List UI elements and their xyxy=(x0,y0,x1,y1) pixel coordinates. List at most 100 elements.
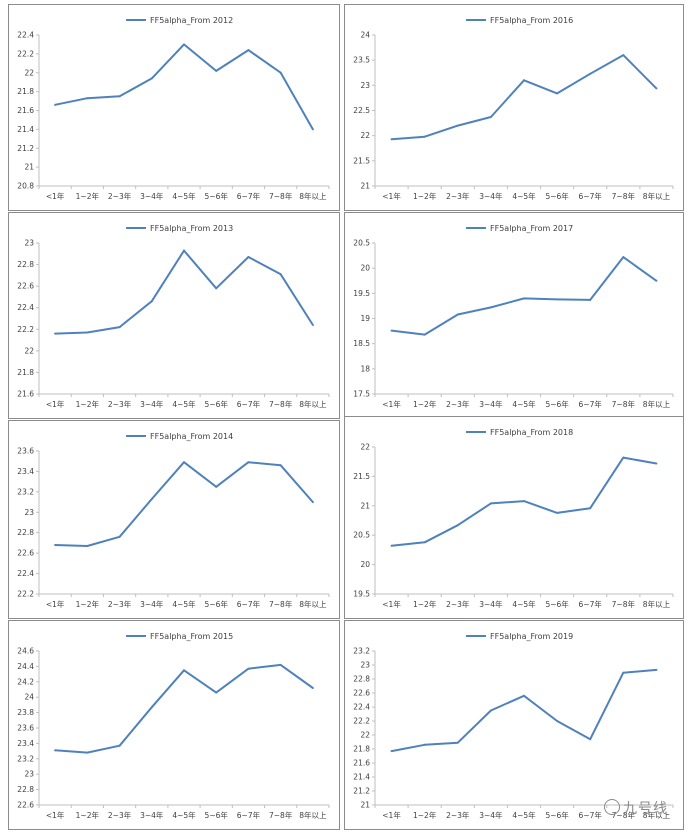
y-tick-label: 21 xyxy=(360,801,370,810)
data-point xyxy=(622,456,625,459)
y-tick-label: 22.6 xyxy=(17,549,34,558)
y-tick-label: 22.4 xyxy=(17,31,34,40)
chart-panel-2014: FF5alpha_From 2014 22.2 22.4 22.6 22.8 23 23.2… xyxy=(8,420,340,619)
data-point xyxy=(622,671,625,674)
data-point xyxy=(423,743,426,746)
x-tick-label: 8年以上 xyxy=(299,810,327,820)
legend: FF5alpha_From 2019 xyxy=(466,632,573,641)
data-point xyxy=(118,744,121,747)
data-point xyxy=(589,298,592,301)
y-tick-label: 21.5 xyxy=(353,156,370,165)
data-point xyxy=(247,256,250,259)
data-point xyxy=(279,71,282,74)
y-tick-label: 23 xyxy=(24,508,34,517)
y-tick-label: 23.6 xyxy=(17,724,34,733)
x-tick-label: 7~8年 xyxy=(269,599,293,609)
data-point xyxy=(215,485,218,488)
y-tick-label: 22.2 xyxy=(17,325,34,334)
y-tick-label: 22.2 xyxy=(17,49,34,58)
y-tick-label: 22 xyxy=(360,731,370,740)
y-tick-label: 19 xyxy=(360,314,370,323)
x-tick-label: 6~7年 xyxy=(579,810,603,820)
y-tick-label: 22.6 xyxy=(17,801,34,810)
y-tick-label: 20.5 xyxy=(353,239,370,248)
data-point xyxy=(183,669,185,672)
data-point xyxy=(489,502,492,505)
data-point xyxy=(523,79,525,82)
x-tick-label: 5~6年 xyxy=(545,399,569,409)
x-tick-label: 4~5年 xyxy=(512,399,536,409)
data-point xyxy=(556,720,559,722)
x-tick-label: 6~7年 xyxy=(237,810,261,820)
x-tick-label: 7~8年 xyxy=(269,810,293,820)
y-tick-label: 22 xyxy=(360,131,370,140)
y-tick-label: 23 xyxy=(24,770,34,779)
x-tick-label: 1~2年 xyxy=(76,191,100,201)
data-point xyxy=(247,667,250,670)
y-tick-label: 21.5 xyxy=(353,472,370,481)
y-tick-label: 24.2 xyxy=(17,677,34,686)
x-tick-label: 8年以上 xyxy=(299,191,327,201)
data-point xyxy=(247,461,250,464)
y-tick-label: 23.6 xyxy=(17,447,34,456)
x-tick-label: 2~3年 xyxy=(108,810,132,820)
x-tick-label: 8年以上 xyxy=(643,191,671,201)
x-tick-label: 3~4年 xyxy=(479,599,503,609)
x-tick-label: 8年以上 xyxy=(299,399,327,409)
data-point xyxy=(54,749,57,752)
x-tick-label: 5~6年 xyxy=(205,399,229,409)
chart-panel-2012: FF5alpha_From 2012 20.8 21 21.2 21.4 21.6 21.8… xyxy=(8,4,340,211)
x-tick-label: 8年以上 xyxy=(643,810,671,820)
chart-panel-2013: FF5alpha_From 2013 21.6 21.8 22 22.2 22.4 22.6… xyxy=(8,212,340,419)
legend-label: FF5alpha_From 2014 xyxy=(150,432,233,441)
x-tick-label: 4~5年 xyxy=(172,399,196,409)
y-tick-label: 22.4 xyxy=(17,569,34,578)
legend-label: FF5alpha_From 2017 xyxy=(490,224,573,233)
data-point xyxy=(390,329,393,332)
x-tick-label: 4~5年 xyxy=(172,810,196,820)
y-tick-label: 22.4 xyxy=(17,303,34,312)
x-tick-label: <1年 xyxy=(46,191,65,201)
x-tick-label: 6~7年 xyxy=(579,191,603,201)
series-line xyxy=(55,663,314,754)
data-point xyxy=(311,501,314,504)
x-tick-label: 5~6年 xyxy=(205,191,229,201)
series-line xyxy=(391,668,657,753)
y-tick-label: 21.6 xyxy=(17,390,34,399)
x-tick-label: 1~2年 xyxy=(413,810,437,820)
x-tick-label: 5~6年 xyxy=(545,191,569,201)
data-point xyxy=(655,462,658,465)
watermark-text: 九号线 xyxy=(623,801,668,817)
y-tick-label: 24 xyxy=(360,31,370,40)
series-line xyxy=(55,461,314,547)
data-point xyxy=(556,298,559,301)
x-tick-label: 5~6年 xyxy=(545,810,569,820)
legend-label: FF5alpha_From 2019 xyxy=(490,632,573,641)
x-tick-label: 1~2年 xyxy=(413,191,437,201)
y-tick-label: 21.8 xyxy=(353,745,370,754)
series-line xyxy=(391,54,658,141)
y-tick-label: 23.2 xyxy=(353,647,370,656)
data-point xyxy=(279,273,282,276)
data-point xyxy=(556,511,559,514)
x-tick-label: 7~8年 xyxy=(612,399,636,409)
x-tick-label: 4~5年 xyxy=(172,599,196,609)
legend-label: FF5alpha_From 2016 xyxy=(490,16,573,25)
y-tick-label: 23.2 xyxy=(17,754,34,763)
x-tick-label: 1~2年 xyxy=(76,399,100,409)
data-point xyxy=(311,323,314,326)
legend: FF5alpha_From 2014 xyxy=(126,432,233,441)
data-point xyxy=(489,116,492,119)
data-point xyxy=(456,124,459,127)
data-point xyxy=(150,706,153,709)
x-tick-label: 2~3年 xyxy=(108,599,132,609)
data-point xyxy=(523,500,525,503)
y-tick-label: 21.8 xyxy=(17,87,34,96)
x-tick-label: <1年 xyxy=(382,599,401,609)
watermark: 九号线 xyxy=(604,798,668,818)
chart-panel-2019: FF5alpha_From 2019 21 21.2 21.4 21.6 21.8 22 22… xyxy=(344,620,684,830)
series-line xyxy=(55,249,314,335)
data-point xyxy=(390,544,393,547)
line-chart: FF5alpha_From 2016 21 21.5 22 22.5 23 23.5 24 <1… xyxy=(353,16,674,201)
y-tick-label: 20.8 xyxy=(17,182,34,191)
